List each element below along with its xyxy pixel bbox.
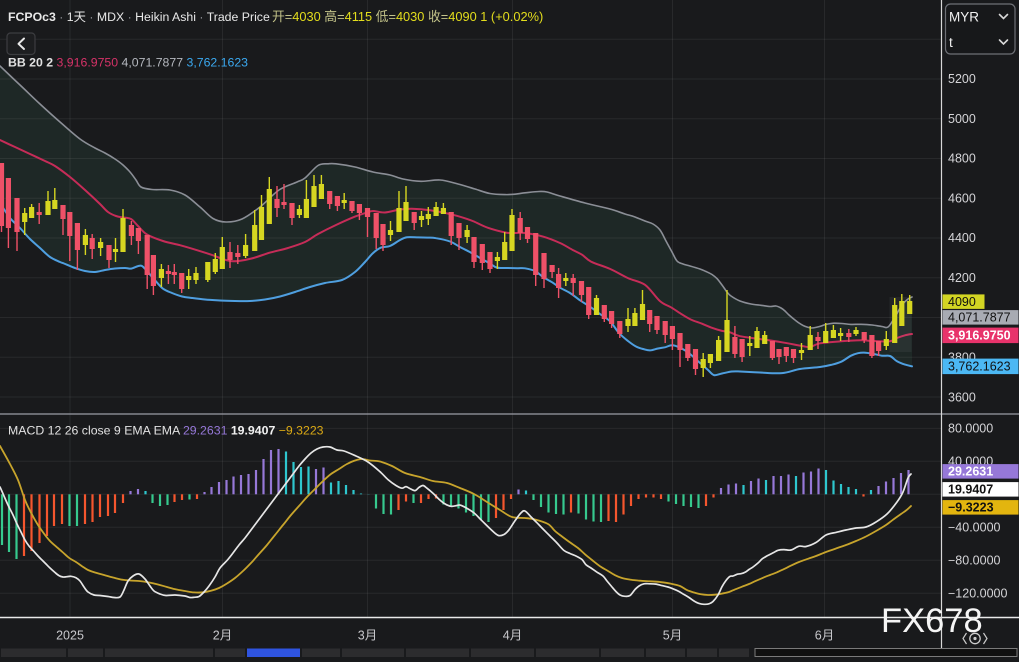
svg-text:t: t [949, 35, 953, 50]
svg-text:3月: 3月 [358, 629, 377, 643]
svg-text:开=4030 高=4115 低=4030 收=4090 1: 开=4030 高=4115 低=4030 收=4090 1 (+0.02%) [272, 9, 543, 24]
svg-text:4090: 4090 [948, 295, 976, 309]
svg-text:4200: 4200 [948, 271, 976, 285]
svg-text:−40.0000: −40.0000 [948, 521, 1001, 535]
svg-text:3,916.9750: 3,916.9750 [948, 329, 1011, 343]
svg-text:4400: 4400 [948, 231, 976, 245]
svg-text:BB 20 2 3,916.9750 4,071.7877: BB 20 2 3,916.9750 4,071.7877 3,762.1623 [8, 56, 248, 70]
svg-text:FX678: FX678 [881, 602, 983, 640]
svg-text:MYR: MYR [949, 10, 979, 25]
svg-text:29.2631: 29.2631 [948, 465, 993, 479]
svg-text:3,762.1623: 3,762.1623 [948, 360, 1011, 374]
svg-text:80.0000: 80.0000 [948, 422, 993, 436]
svg-text:−80.0000: −80.0000 [948, 554, 1001, 568]
svg-text:2025: 2025 [56, 629, 84, 643]
svg-text:5000: 5000 [948, 112, 976, 126]
svg-text:3600: 3600 [948, 391, 976, 405]
svg-text:−120.0000: −120.0000 [948, 586, 1007, 600]
svg-text:FCPOc3 · 1天 · MDX · Heikin Ash: FCPOc3 · 1天 · MDX · Heikin Ashi · Trade … [8, 10, 270, 24]
svg-text:4600: 4600 [948, 191, 976, 205]
svg-text:2月: 2月 [213, 629, 232, 643]
svg-text:4800: 4800 [948, 152, 976, 166]
svg-text:−9.3223: −9.3223 [948, 501, 994, 515]
svg-text:MACD 12 26 close 9 EMA EMA 29.: MACD 12 26 close 9 EMA EMA 29.2631 19.94… [8, 424, 324, 438]
svg-text:4,071.7877: 4,071.7877 [948, 311, 1011, 325]
svg-text:5200: 5200 [948, 72, 976, 86]
svg-text:6月: 6月 [815, 629, 834, 643]
svg-text:4月: 4月 [503, 629, 522, 643]
svg-text:5月: 5月 [663, 629, 682, 643]
svg-text:19.9407: 19.9407 [948, 483, 993, 497]
